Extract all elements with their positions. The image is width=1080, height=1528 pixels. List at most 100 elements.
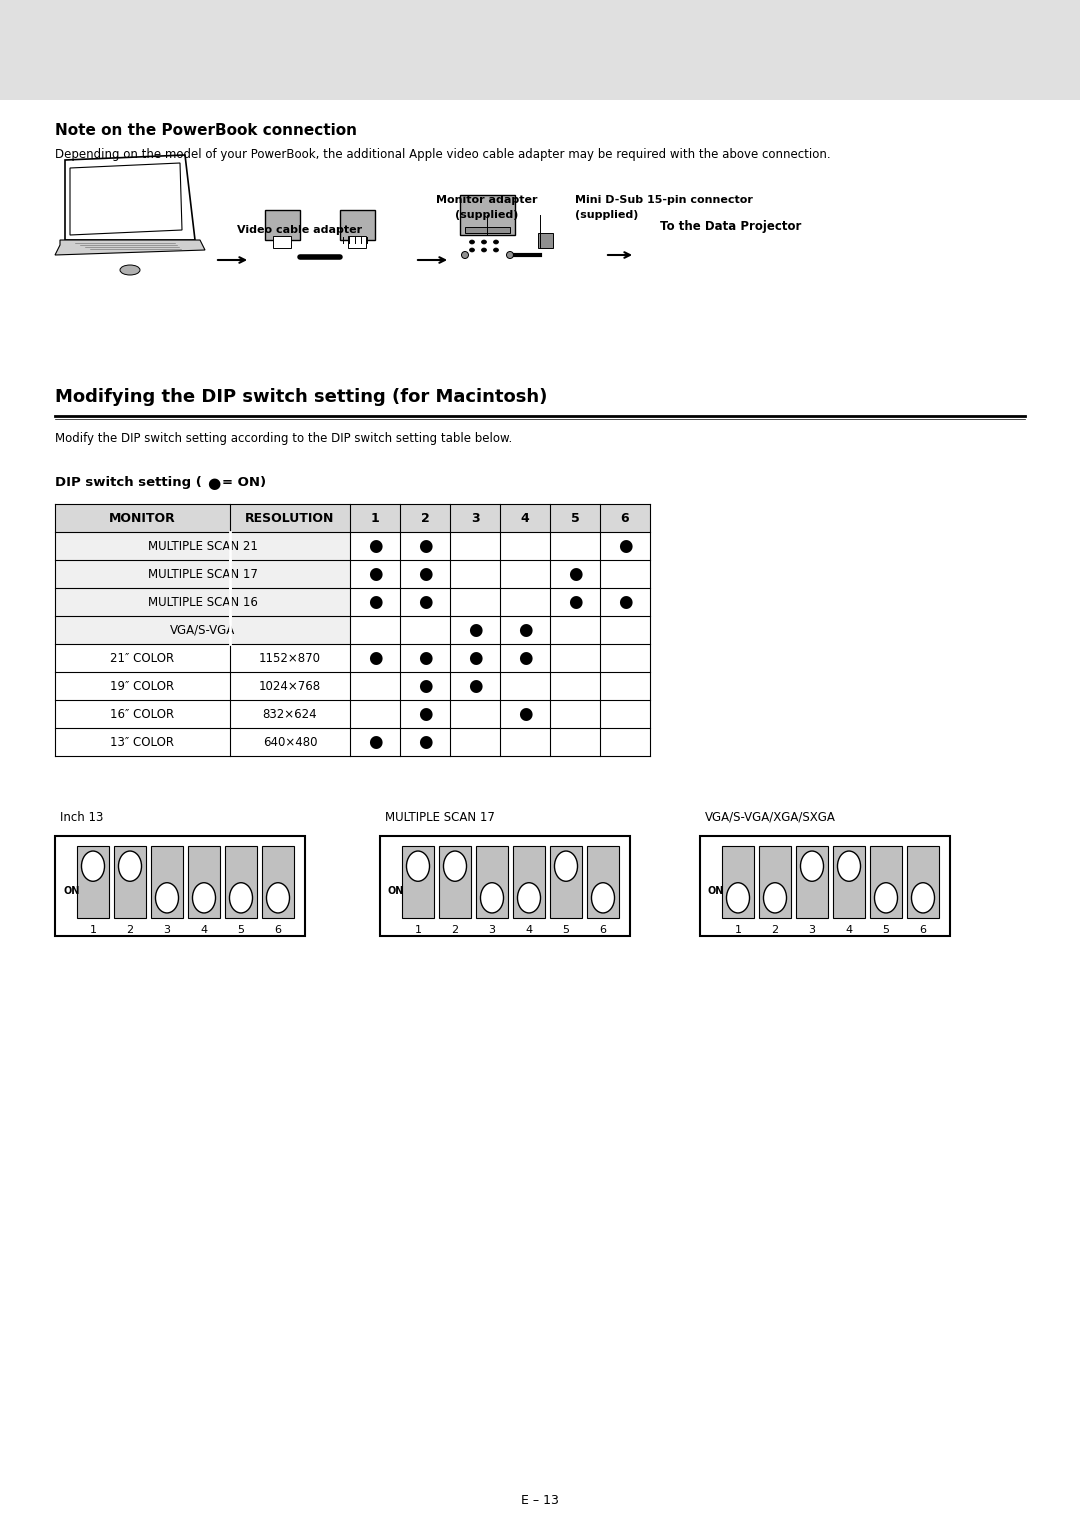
Text: 6: 6 — [599, 924, 607, 935]
Text: 2: 2 — [126, 924, 134, 935]
Bar — [438, 847, 471, 918]
Bar — [55, 588, 350, 616]
Bar — [225, 847, 257, 918]
Bar — [870, 847, 902, 918]
Ellipse shape — [482, 248, 486, 252]
Text: Depending on the model of your PowerBook, the additional Apple video cable adapt: Depending on the model of your PowerBook… — [55, 148, 831, 160]
Text: Inch 13: Inch 13 — [60, 811, 104, 824]
Ellipse shape — [554, 851, 578, 882]
Bar — [151, 847, 183, 918]
Text: 4: 4 — [201, 924, 207, 935]
Text: ●: ● — [418, 649, 432, 668]
Text: Monitor adapter: Monitor adapter — [436, 196, 538, 205]
Text: ●: ● — [468, 677, 483, 695]
Text: RESOLUTION: RESOLUTION — [245, 512, 335, 524]
Text: 4: 4 — [846, 924, 852, 935]
Bar — [55, 836, 305, 937]
Text: ●: ● — [368, 565, 382, 584]
Text: 2: 2 — [451, 924, 459, 935]
Bar — [77, 847, 109, 918]
Text: Mini D-Sub 15-pin connector: Mini D-Sub 15-pin connector — [575, 196, 753, 205]
Text: 3: 3 — [809, 924, 815, 935]
Text: 1024×768: 1024×768 — [259, 680, 321, 692]
Text: ●: ● — [517, 620, 532, 639]
Text: ●: ● — [468, 620, 483, 639]
Text: DIP switch setting (: DIP switch setting ( — [55, 477, 202, 489]
Ellipse shape — [592, 883, 615, 912]
Ellipse shape — [406, 851, 430, 882]
Bar — [465, 228, 510, 232]
Text: Note on the PowerBook connection: Note on the PowerBook connection — [55, 122, 357, 138]
Ellipse shape — [81, 851, 105, 882]
Bar — [273, 235, 291, 248]
Text: ON: ON — [708, 886, 725, 895]
Text: 5: 5 — [238, 924, 244, 935]
Bar — [55, 532, 350, 559]
Ellipse shape — [494, 240, 499, 244]
Bar — [265, 209, 300, 240]
Ellipse shape — [517, 883, 540, 912]
Text: 5: 5 — [882, 924, 890, 935]
Text: VGA/S-VGA: VGA/S-VGA — [170, 623, 235, 637]
Bar — [550, 847, 582, 918]
Ellipse shape — [156, 883, 178, 912]
Bar — [588, 847, 619, 918]
Text: MULTIPLE SCAN 16: MULTIPLE SCAN 16 — [148, 596, 257, 608]
Text: 6: 6 — [621, 512, 630, 524]
Text: ●: ● — [468, 649, 483, 668]
Bar — [759, 847, 791, 918]
Bar — [723, 847, 754, 918]
Ellipse shape — [120, 264, 140, 275]
Ellipse shape — [119, 851, 141, 882]
Text: ON: ON — [63, 886, 79, 895]
Ellipse shape — [727, 883, 750, 912]
Text: MULTIPLE SCAN 17: MULTIPLE SCAN 17 — [148, 567, 257, 581]
Text: ●: ● — [368, 649, 382, 668]
Ellipse shape — [470, 240, 474, 244]
Bar — [796, 847, 828, 918]
Text: ●: ● — [517, 704, 532, 723]
Text: 3: 3 — [488, 924, 496, 935]
Bar — [476, 847, 508, 918]
Ellipse shape — [229, 883, 253, 912]
Ellipse shape — [875, 883, 897, 912]
Text: ●: ● — [418, 565, 432, 584]
Text: 16″ COLOR: 16″ COLOR — [110, 707, 175, 721]
Text: 3: 3 — [163, 924, 171, 935]
Bar — [348, 235, 366, 248]
Ellipse shape — [482, 240, 486, 244]
Text: 1: 1 — [734, 924, 742, 935]
Text: ●: ● — [418, 593, 432, 611]
Text: ●: ● — [207, 477, 220, 490]
Text: 4: 4 — [521, 512, 529, 524]
Ellipse shape — [507, 252, 513, 258]
Text: MULTIPLE SCAN 17: MULTIPLE SCAN 17 — [384, 811, 495, 824]
Text: 5: 5 — [563, 924, 569, 935]
Text: 1: 1 — [370, 512, 379, 524]
Bar — [188, 847, 220, 918]
Text: E – 13: E – 13 — [521, 1493, 559, 1507]
Bar — [907, 847, 939, 918]
Text: 21″ COLOR: 21″ COLOR — [110, 651, 175, 665]
Text: VGA/S-VGA/XGA/SXGA: VGA/S-VGA/XGA/SXGA — [705, 811, 836, 824]
Text: MULTIPLE SCAN 21: MULTIPLE SCAN 21 — [148, 539, 257, 553]
Bar — [460, 196, 515, 235]
Text: ●: ● — [418, 536, 432, 555]
Text: 6: 6 — [919, 924, 927, 935]
Bar — [55, 504, 650, 532]
Ellipse shape — [494, 248, 499, 252]
Text: ●: ● — [368, 593, 382, 611]
Text: ●: ● — [618, 593, 632, 611]
Text: Modify the DIP switch setting according to the DIP switch setting table below.: Modify the DIP switch setting according … — [55, 432, 512, 445]
Text: Modifying the DIP switch setting (for Macintosh): Modifying the DIP switch setting (for Ma… — [55, 388, 548, 406]
Bar — [114, 847, 146, 918]
Bar — [55, 616, 350, 643]
Ellipse shape — [800, 851, 824, 882]
Bar — [538, 232, 553, 248]
Text: ●: ● — [418, 677, 432, 695]
Ellipse shape — [481, 883, 503, 912]
Text: ●: ● — [618, 536, 632, 555]
Text: ●: ● — [568, 565, 582, 584]
Text: 2: 2 — [420, 512, 430, 524]
Text: ON: ON — [388, 886, 404, 895]
